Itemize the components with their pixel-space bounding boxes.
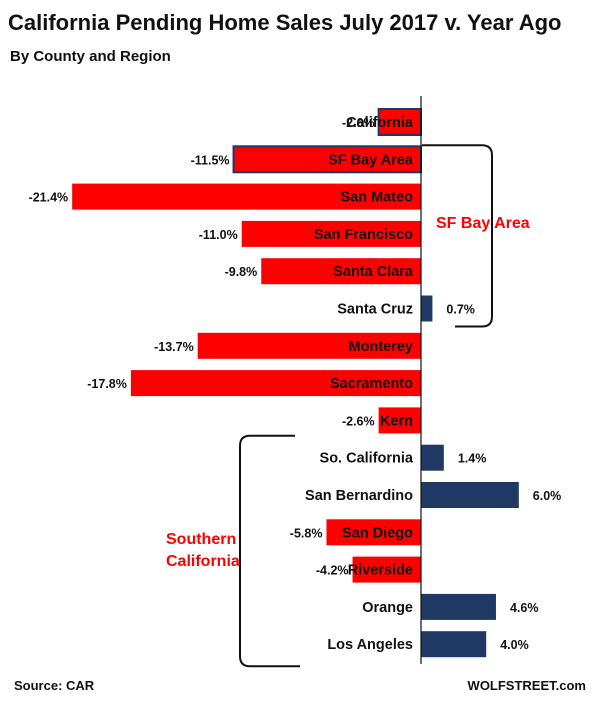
value-label-monterey: -13.7% (154, 340, 194, 354)
bar-sacramento (130, 370, 422, 397)
chart-title: California Pending Home Sales July 2017 … (8, 10, 562, 35)
value-label-san-diego: -5.8% (290, 526, 323, 540)
category-label-sf-bay-area: SF Bay Area (328, 152, 414, 168)
group-brackets (239, 144, 493, 668)
chart-subtitle: By County and Region (10, 48, 171, 65)
value-label-los-angeles: 4.0% (500, 638, 529, 652)
category-label-los-angeles: Los Angeles (327, 637, 413, 653)
value-label-so-california: 1.4% (458, 452, 487, 466)
category-label-santa-clara: Santa Clara (333, 264, 414, 280)
value-label-sacramento: -17.8% (87, 377, 127, 391)
source-note: Source: CAR (14, 678, 95, 693)
bar-san-bernardino (421, 482, 519, 508)
brand-label: WOLFSTREET.com (467, 678, 586, 693)
bar-san-francisco (241, 220, 421, 247)
category-label-monterey: Monterey (349, 339, 413, 355)
category-label-california: California (346, 115, 414, 131)
bracket-southern-california (239, 434, 300, 668)
category-label-sacramento: Sacramento (330, 376, 413, 392)
group-label-sf-bay-area: SF Bay Area (436, 215, 530, 232)
category-label-orange: Orange (362, 600, 413, 616)
bar-monterey (197, 332, 421, 359)
value-label-santa-clara: -9.8% (225, 265, 258, 279)
bar-los-angeles (421, 631, 487, 658)
value-label-riverside: -4.2% (316, 564, 349, 578)
bar-orange (421, 593, 496, 620)
bar-california (377, 108, 422, 136)
bracket-sf-bay-area (422, 144, 493, 328)
value-label-california: -2.6% (342, 116, 375, 130)
value-label-santa-cruz: 0.7% (446, 303, 475, 317)
bar-santa-clara (261, 258, 421, 285)
category-label-kern: Kern (380, 413, 413, 429)
bar-kern (378, 407, 421, 434)
value-label-san-mateo: -21.4% (29, 191, 69, 205)
category-label-riverside: Riverside (348, 563, 413, 579)
category-label-san-mateo: San Mateo (340, 190, 413, 206)
group-label-southern-california-line-2: California (166, 553, 240, 570)
value-label-sf-bay-area: -11.5% (191, 153, 230, 167)
value-label-kern: -2.6% (342, 414, 375, 428)
value-label-san-francisco: -11.0% (199, 228, 238, 242)
bar-riverside (352, 556, 421, 583)
value-label-san-bernardino: 6.0% (533, 489, 562, 503)
labels-layer: California-2.6%SF Bay Area-11.5%San Mate… (29, 115, 562, 653)
bar-san-diego (326, 519, 421, 546)
bars-layer (72, 96, 519, 664)
category-label-santa-cruz: Santa Cruz (337, 302, 413, 318)
value-label-orange: 4.6% (510, 601, 538, 615)
category-label-san-diego: San Diego (342, 525, 413, 541)
group-label-southern-california-line-1: Southern (166, 531, 236, 548)
bar-santa-cruz (421, 295, 433, 322)
category-label-san-francisco: San Francisco (314, 227, 413, 243)
category-label-san-bernardino: San Bernardino (305, 488, 413, 504)
category-label-so-california: So. California (320, 451, 414, 467)
bar-san-mateo (72, 183, 422, 210)
bar-so-california (421, 444, 444, 471)
